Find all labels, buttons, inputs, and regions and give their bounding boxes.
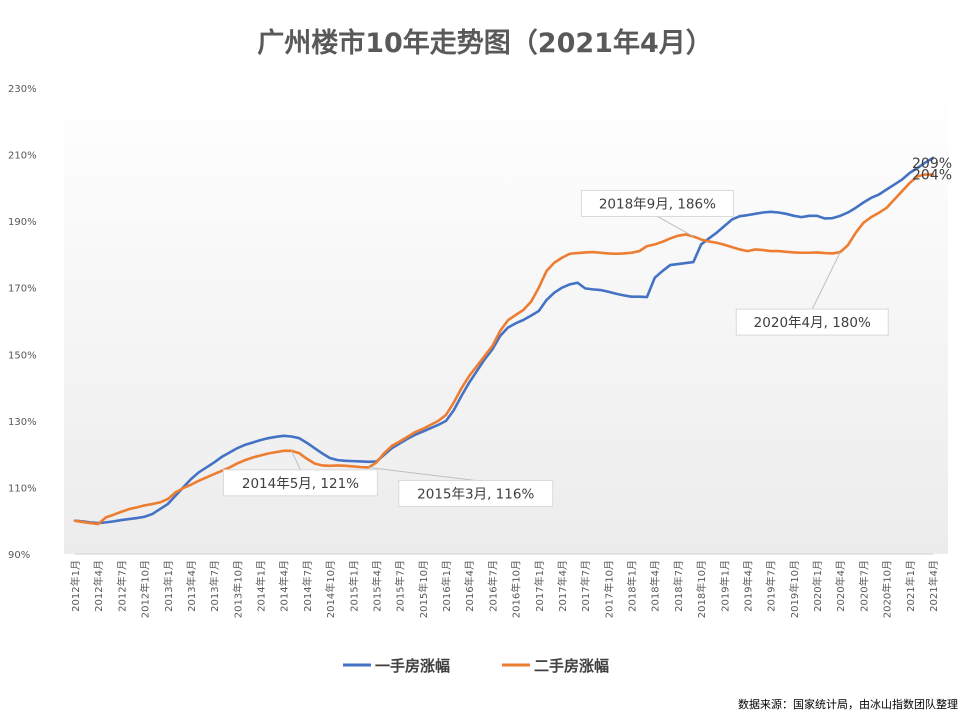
x-tick-label: 2018年1月	[626, 560, 639, 612]
x-tick-label: 2013年7月	[208, 560, 221, 612]
x-tick-label: 2017年4月	[556, 560, 569, 612]
data-source-note: 数据来源：国家统计局，由冰山指数团队整理	[738, 697, 958, 711]
legend-item: 二手房涨幅	[534, 657, 609, 675]
series-lines	[73, 156, 935, 526]
x-tick-label: 2018年7月	[672, 560, 685, 612]
annotation-leader	[657, 216, 694, 237]
end-value-label: 204%	[912, 168, 952, 184]
x-tick-label: 2019年4月	[741, 560, 754, 612]
x-tick-label: 2019年10月	[788, 560, 801, 618]
x-tick-label: 2016年4月	[463, 560, 476, 612]
y-axis: 90% 110% 130% 150% 170% 190% 210% 230%	[8, 84, 37, 561]
y-tick-label: 150%	[8, 350, 37, 361]
x-tick-label: 2014年1月	[255, 560, 268, 612]
x-tick-label: 2013年10月	[231, 560, 244, 618]
x-tick-label: 2012年10月	[139, 560, 152, 618]
x-tick-label: 2020年7月	[857, 560, 870, 612]
x-tick-label: 2014年7月	[301, 560, 314, 612]
x-tick-label: 2013年4月	[185, 560, 198, 612]
y-tick-label: 130%	[8, 417, 37, 428]
x-tick-label: 2015年7月	[394, 560, 407, 612]
annotation-box	[735, 308, 889, 336]
annotation-box	[580, 189, 734, 217]
x-tick-label: 2016年1月	[440, 560, 453, 612]
x-tick-label: 2020年4月	[834, 560, 847, 612]
x-tick-label: 2015年4月	[370, 560, 383, 612]
legend: 一手房涨幅 二手房涨幅	[343, 657, 609, 675]
annotation-leader	[290, 450, 301, 471]
x-tick-label: 2017年1月	[533, 560, 546, 612]
x-tick-label: 2020年1月	[811, 560, 824, 612]
x-tick-label: 2020年10月	[881, 560, 894, 618]
x-tick-label: 2015年10月	[417, 560, 430, 618]
y-tick-label: 190%	[8, 217, 37, 228]
end-value-label: 209%	[912, 156, 952, 172]
x-tick-label: 2016年10月	[510, 560, 523, 618]
annotation-leader	[368, 466, 476, 481]
y-tick-label: 210%	[8, 151, 37, 162]
annotation-label: 2015年3月, 116%	[417, 486, 534, 502]
x-tick-label: 2012年4月	[92, 560, 105, 612]
x-tick-label: 2021年1月	[904, 560, 917, 612]
x-tick-label: 2021年4月	[927, 560, 940, 612]
annotation-leader	[811, 251, 841, 310]
x-tick-label: 2013年1月	[162, 560, 175, 612]
series-line-new-home	[73, 156, 935, 525]
x-tick-label: 2012年1月	[69, 560, 82, 612]
legend-item: 一手房涨幅	[375, 657, 450, 675]
x-tick-label: 2017年10月	[602, 560, 615, 618]
x-tick-label: 2012年7月	[115, 560, 128, 612]
x-tick-label: 2019年1月	[718, 560, 731, 612]
chart-title: 广州楼市10年走势图（2021年4月）	[257, 27, 713, 59]
y-tick-label: 230%	[8, 84, 37, 95]
annotation-label: 2014年5月, 121%	[242, 476, 359, 492]
annotation-box	[398, 479, 554, 507]
x-tick-label: 2015年1月	[347, 560, 360, 612]
annotation-box	[222, 469, 378, 497]
x-tick-label: 2017年7月	[579, 560, 592, 612]
x-tick-label: 2018年4月	[649, 560, 662, 612]
y-tick-label: 110%	[8, 483, 37, 494]
annotation-label: 2018年9月, 186%	[599, 196, 716, 212]
x-tick-label: 2018年10月	[695, 560, 708, 618]
x-tick-label: 2019年7月	[765, 560, 778, 612]
x-axis: 2012年1月 2012年4月 2012年7月 2012年10月 2013年1月 2013…	[69, 553, 940, 618]
x-tick-label: 2014年10月	[324, 560, 337, 618]
x-tick-label: 2014年4月	[278, 560, 291, 612]
y-tick-label: 170%	[8, 284, 37, 295]
annotation-label: 2020年4月, 180%	[754, 315, 871, 331]
x-tick-label: 2016年7月	[486, 560, 499, 612]
annotations: 2014年5月, 121% 2015年3月, 116% 2018年9月, 186% 2…	[222, 156, 952, 507]
series-line-resale-home	[73, 173, 935, 526]
y-tick-label: 90%	[8, 550, 30, 561]
